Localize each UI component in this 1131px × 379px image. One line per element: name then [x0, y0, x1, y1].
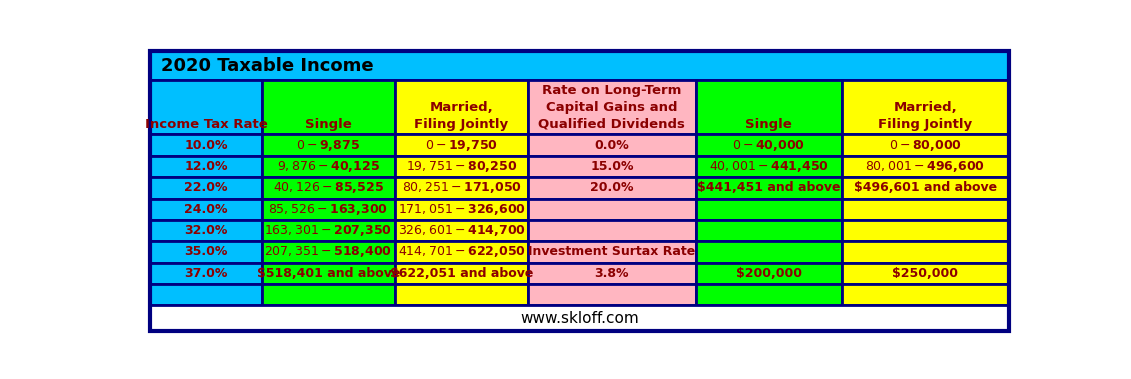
FancyBboxPatch shape: [150, 263, 261, 284]
Text: Single: Single: [305, 118, 352, 131]
Text: $163,301-$207,350: $163,301-$207,350: [265, 223, 392, 238]
FancyBboxPatch shape: [841, 156, 1009, 177]
Text: $250,000: $250,000: [892, 267, 958, 280]
Text: $441,451 and above: $441,451 and above: [697, 181, 840, 194]
FancyBboxPatch shape: [841, 177, 1009, 199]
FancyBboxPatch shape: [395, 135, 528, 156]
FancyBboxPatch shape: [841, 263, 1009, 284]
FancyBboxPatch shape: [150, 305, 1009, 332]
FancyBboxPatch shape: [528, 263, 696, 284]
FancyBboxPatch shape: [261, 135, 395, 156]
FancyBboxPatch shape: [395, 284, 528, 305]
FancyBboxPatch shape: [696, 220, 841, 241]
FancyBboxPatch shape: [395, 241, 528, 263]
Text: www.skloff.com: www.skloff.com: [520, 311, 639, 326]
Text: $80,001-$496,600: $80,001-$496,600: [865, 159, 985, 174]
Text: Rate on Long-Term
Capital Gains and
Qualified Dividends: Rate on Long-Term Capital Gains and Qual…: [538, 84, 685, 131]
FancyBboxPatch shape: [150, 199, 261, 220]
Text: 35.0%: 35.0%: [184, 245, 227, 258]
FancyBboxPatch shape: [528, 241, 696, 263]
Text: $414,701-$622,050: $414,701-$622,050: [398, 244, 526, 259]
FancyBboxPatch shape: [841, 284, 1009, 305]
FancyBboxPatch shape: [395, 199, 528, 220]
FancyBboxPatch shape: [150, 80, 261, 135]
FancyBboxPatch shape: [696, 241, 841, 263]
FancyBboxPatch shape: [395, 220, 528, 241]
FancyBboxPatch shape: [395, 263, 528, 284]
FancyBboxPatch shape: [395, 156, 528, 177]
FancyBboxPatch shape: [528, 177, 696, 199]
Text: $518,401 and above: $518,401 and above: [257, 267, 400, 280]
Text: Income Tax Rate: Income Tax Rate: [145, 118, 267, 131]
Text: 32.0%: 32.0%: [184, 224, 227, 237]
FancyBboxPatch shape: [150, 156, 261, 177]
Text: $0-$19,750: $0-$19,750: [425, 138, 498, 153]
FancyBboxPatch shape: [150, 284, 261, 305]
Text: $85,526-$163,300: $85,526-$163,300: [268, 202, 388, 217]
Text: Married,
Filing Jointly: Married, Filing Jointly: [879, 101, 973, 131]
Text: $19,751-$80,250: $19,751-$80,250: [406, 159, 517, 174]
FancyBboxPatch shape: [261, 220, 395, 241]
FancyBboxPatch shape: [395, 80, 528, 135]
FancyBboxPatch shape: [841, 135, 1009, 156]
FancyBboxPatch shape: [696, 199, 841, 220]
FancyBboxPatch shape: [528, 80, 696, 135]
FancyBboxPatch shape: [696, 177, 841, 199]
Text: 10.0%: 10.0%: [184, 139, 227, 152]
Text: 0.0%: 0.0%: [595, 139, 629, 152]
FancyBboxPatch shape: [528, 135, 696, 156]
Text: $0-$80,000: $0-$80,000: [889, 138, 961, 153]
Text: 24.0%: 24.0%: [184, 203, 227, 216]
Text: 3.8%: 3.8%: [595, 267, 629, 280]
Text: 2020 Taxable Income: 2020 Taxable Income: [161, 57, 373, 75]
Text: Married,
Filing Jointly: Married, Filing Jointly: [414, 101, 509, 131]
FancyBboxPatch shape: [841, 199, 1009, 220]
Text: 37.0%: 37.0%: [184, 267, 227, 280]
Text: 20.0%: 20.0%: [590, 181, 633, 194]
FancyBboxPatch shape: [395, 177, 528, 199]
FancyBboxPatch shape: [696, 284, 841, 305]
FancyBboxPatch shape: [261, 241, 395, 263]
Text: Investment Surtax Rate: Investment Surtax Rate: [528, 245, 696, 258]
Text: 22.0%: 22.0%: [184, 181, 227, 194]
Text: $622,051 and above: $622,051 and above: [390, 267, 533, 280]
Text: Single: Single: [745, 118, 792, 131]
FancyBboxPatch shape: [261, 80, 395, 135]
FancyBboxPatch shape: [528, 220, 696, 241]
FancyBboxPatch shape: [696, 135, 841, 156]
Text: $40,126-$85,525: $40,126-$85,525: [273, 180, 383, 195]
FancyBboxPatch shape: [150, 177, 261, 199]
FancyBboxPatch shape: [696, 156, 841, 177]
FancyBboxPatch shape: [696, 80, 841, 135]
FancyBboxPatch shape: [261, 199, 395, 220]
FancyBboxPatch shape: [696, 263, 841, 284]
Text: $0-$40,000: $0-$40,000: [732, 138, 805, 153]
FancyBboxPatch shape: [528, 156, 696, 177]
Text: $0-$9,875: $0-$9,875: [296, 138, 361, 153]
Text: $200,000: $200,000: [735, 267, 802, 280]
Text: $496,601 and above: $496,601 and above: [854, 181, 996, 194]
Text: 15.0%: 15.0%: [590, 160, 633, 173]
Text: $171,051-$326,600: $171,051-$326,600: [398, 202, 526, 217]
FancyBboxPatch shape: [150, 220, 261, 241]
FancyBboxPatch shape: [150, 135, 261, 156]
Text: $207,351-$518,400: $207,351-$518,400: [265, 244, 392, 259]
Text: 12.0%: 12.0%: [184, 160, 227, 173]
Text: $326,601-$414,700: $326,601-$414,700: [398, 223, 526, 238]
FancyBboxPatch shape: [841, 241, 1009, 263]
Text: $40,001-$441,450: $40,001-$441,450: [709, 159, 829, 174]
FancyBboxPatch shape: [841, 220, 1009, 241]
FancyBboxPatch shape: [261, 284, 395, 305]
FancyBboxPatch shape: [150, 51, 1009, 80]
FancyBboxPatch shape: [261, 263, 395, 284]
FancyBboxPatch shape: [261, 177, 395, 199]
FancyBboxPatch shape: [150, 241, 261, 263]
FancyBboxPatch shape: [528, 284, 696, 305]
FancyBboxPatch shape: [841, 80, 1009, 135]
Text: $80,251-$171,050: $80,251-$171,050: [402, 180, 521, 195]
Text: $9,876-$40,125: $9,876-$40,125: [277, 159, 380, 174]
FancyBboxPatch shape: [261, 156, 395, 177]
FancyBboxPatch shape: [528, 199, 696, 220]
